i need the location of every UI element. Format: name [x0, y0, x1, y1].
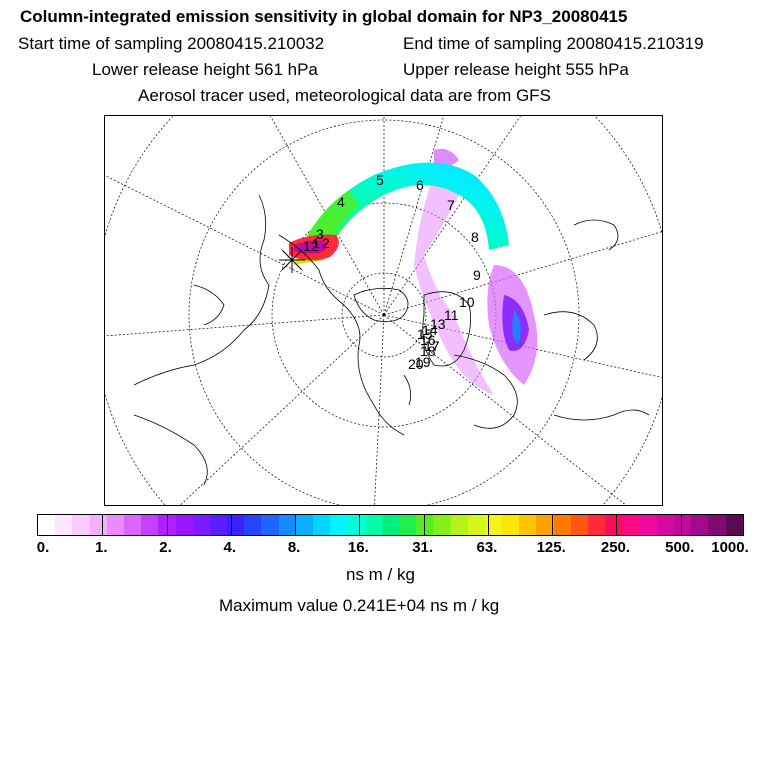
traj-label-17: 17	[424, 338, 440, 354]
colorbar-segment	[261, 515, 279, 535]
max-value: Maximum value 0.241E+04 ns m / kg	[219, 596, 500, 615]
colorbar-tick	[423, 515, 425, 535]
polar-map: 1 2 3 4 5 6 7 8 9 10 11 12 13 14 15 16 1…	[104, 115, 663, 506]
traj-label-4: 4	[337, 194, 345, 210]
traj-label-5: 5	[376, 172, 384, 188]
release-point-marker	[279, 247, 305, 273]
colorbar-label: 8.	[287, 539, 301, 556]
colorbar-tick	[359, 515, 361, 535]
colorbar-label: 4.	[223, 539, 237, 556]
colorbar-segment	[278, 515, 296, 535]
colorbar-segment	[725, 515, 743, 535]
release-lower: Lower release height 561 hPa	[92, 60, 318, 79]
traj-label-10: 10	[459, 294, 475, 310]
colorbar-segment	[313, 515, 331, 535]
colorbar-segment	[55, 515, 73, 535]
colorbar-segment	[106, 515, 124, 535]
traj-label-19: 19	[415, 354, 431, 370]
emission-plume	[289, 148, 538, 395]
traj-label-16: 16	[420, 332, 436, 348]
colorbar-label: 2.	[159, 539, 172, 556]
colorbar-label: 16.	[347, 539, 369, 556]
colorbar-segment	[433, 515, 451, 535]
traj-label-12: 12	[303, 238, 319, 254]
traj-label-15: 15	[417, 326, 433, 342]
colorbar-segment	[38, 515, 56, 535]
colorbar-segment	[141, 515, 159, 535]
colorbar-segment	[536, 515, 554, 535]
colorbar-segment	[72, 515, 90, 535]
plot-title: Column-integrated emission sensitivity i…	[20, 7, 628, 26]
trajectory-labels: 1 2 3 4 5 6 7 8 9 10 11 12 13 14 15 16 1…	[303, 172, 481, 372]
colorbar-segment	[416, 515, 434, 535]
colorbar-label: 0.	[36, 539, 50, 556]
colorbar-segment	[175, 515, 193, 535]
colorbar-segment	[89, 515, 107, 535]
colorbar-tick	[680, 515, 682, 535]
colorbar-label: 1000.	[711, 539, 749, 556]
colorbar-segment	[639, 515, 657, 535]
traj-label-13: 13	[430, 316, 446, 332]
sampling-start: Start time of sampling 20080415.210032	[18, 34, 325, 53]
colorbar-segment	[347, 515, 365, 535]
traj-label-11: 11	[444, 307, 459, 323]
colorbar-segment	[605, 515, 623, 535]
colorbar-segment	[381, 515, 399, 535]
traj-label-20: 20	[408, 356, 424, 372]
colorbar-units: ns m / kg	[346, 565, 415, 584]
colorbar	[37, 514, 744, 536]
traj-label-7: 7	[447, 197, 455, 213]
colorbar-tick	[552, 515, 554, 535]
colorbar-segment	[467, 515, 485, 535]
colorbar-segment	[622, 515, 640, 535]
colorbar-segment	[519, 515, 537, 535]
colorbar-tick	[102, 515, 104, 535]
colorbar-segment	[192, 515, 210, 535]
colorbar-label: 250.	[600, 539, 631, 556]
tracer-note: Aerosol tracer used, meteorological data…	[138, 86, 551, 105]
colorbar-segment	[673, 515, 692, 535]
colorbar-tick	[166, 515, 168, 535]
traj-label-3: 3	[316, 226, 324, 242]
colorbar-tick	[230, 515, 232, 535]
colorbar-segment	[295, 515, 313, 535]
traj-label-9: 9	[473, 267, 481, 283]
colorbar-segment	[450, 515, 468, 535]
traj-label-14: 14	[422, 322, 438, 338]
colorbar-segment	[691, 515, 709, 535]
colorbar-segment	[588, 515, 606, 535]
traj-label-1: 1	[312, 235, 320, 251]
colorbar-tick	[616, 515, 618, 535]
coastlines	[133, 194, 650, 486]
colorbar-segment	[553, 515, 571, 535]
colorbar-tick	[295, 515, 297, 535]
colorbar-segment	[330, 515, 348, 535]
colorbar-segment	[502, 515, 520, 535]
colorbar-segment	[708, 515, 726, 535]
colorbar-tick	[487, 515, 489, 535]
colorbar-segment	[364, 515, 382, 535]
traj-label-8: 8	[471, 229, 479, 245]
traj-label-2: 2	[322, 235, 330, 251]
map-frame	[104, 115, 663, 506]
colorbar-label: 500.	[665, 539, 695, 556]
sampling-end: End time of sampling 20080415.210319	[403, 34, 704, 53]
traj-label-6: 6	[416, 177, 424, 193]
colorbar-segment	[656, 515, 674, 535]
colorbar-segment	[570, 515, 588, 535]
colorbar-segment	[209, 515, 228, 535]
traj-label-18: 18	[420, 343, 436, 359]
colorbar-segment	[227, 515, 245, 535]
colorbar-label: 1.	[95, 539, 108, 556]
colorbar-segment	[123, 515, 142, 535]
colorbar-segment	[244, 515, 262, 535]
colorbar-segment	[398, 515, 417, 535]
colorbar-label: 63.	[476, 539, 498, 556]
colorbar-label: 31.	[412, 539, 434, 556]
colorbar-segment	[484, 515, 503, 535]
colorbar-label: 125.	[536, 539, 566, 556]
release-upper: Upper release height 555 hPa	[403, 60, 629, 79]
